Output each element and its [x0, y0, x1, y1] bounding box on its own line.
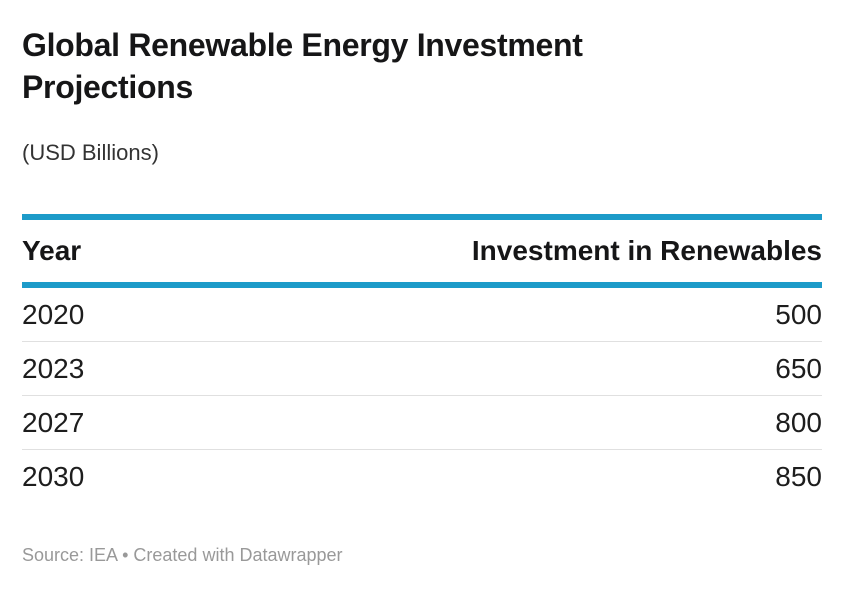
- table-row: 2030 850: [22, 450, 822, 504]
- source-label: Source: IEA: [22, 545, 118, 565]
- source-attribution: Source: IEA • Created with Datawrapper: [22, 544, 822, 566]
- cell-value: 800: [775, 406, 822, 438]
- column-header-year: Year: [22, 235, 82, 266]
- table-row: 2023 650: [22, 342, 822, 396]
- table-header-rule: [22, 282, 822, 288]
- table-row: 2020 500: [22, 288, 822, 342]
- cell-value: 850: [775, 461, 822, 492]
- table-row: 2027 800: [22, 396, 822, 450]
- cell-value: 500: [775, 298, 822, 330]
- cell-value: 650: [775, 352, 822, 384]
- cell-year: 2023: [22, 352, 85, 384]
- column-header-investment: Investment in Renewables: [471, 235, 822, 266]
- datawrapper-credit-link[interactable]: Created with Datawrapper: [133, 545, 343, 565]
- cell-year: 2030: [22, 461, 85, 492]
- cell-year: 2027: [22, 406, 85, 438]
- footer-separator: •: [122, 545, 129, 565]
- page-title: Global Renewable Energy Investment Proje…: [22, 27, 583, 105]
- page-subtitle: (USD Billions): [22, 140, 159, 165]
- table-header-row: Year Investment in Renewables: [22, 220, 822, 282]
- cell-year: 2020: [22, 298, 85, 330]
- data-table: Year Investment in Renewables 2020 500 2…: [22, 214, 822, 504]
- table-top-rule: [22, 214, 822, 220]
